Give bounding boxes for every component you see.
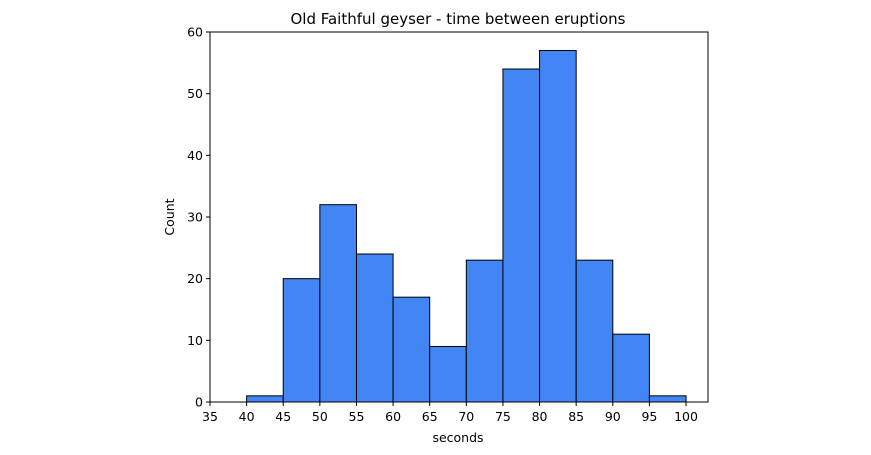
x-tick-label: 90 [605,409,621,424]
x-tick-label: 45 [275,409,291,424]
x-axis-label: seconds [432,430,483,445]
x-tick-label: 100 [674,409,698,424]
y-axis-label: Count [162,198,177,235]
histogram-bar [392,296,431,403]
y-tick-label: 10 [187,333,203,348]
y-tick-label: 20 [187,271,203,286]
histogram-bar [429,346,467,403]
x-tick-label: 85 [568,409,584,424]
histogram-bar [539,50,577,403]
histogram-bar [246,395,284,403]
axes-group: 35 40 45 50 55 60 65 70 75 80 85 90 95 100 0 10 20 30 40 50… [187,25,698,425]
x-tick-label: 65 [422,409,438,424]
histogram-bar [502,68,541,403]
x-tick-label: 60 [385,409,401,424]
x-tick-label: 75 [495,409,511,424]
y-tick-label: 0 [195,395,203,410]
x-tick-label: 80 [532,409,548,424]
x-tick-label: 50 [312,409,328,424]
histogram-bar [319,204,357,403]
y-tick-label: 30 [187,210,203,225]
chart-title: Old Faithful geyser - time between erupt… [290,10,625,28]
histogram-bar [355,253,394,403]
bars-group [246,50,687,403]
histogram-bar [282,278,321,403]
histogram-bar [465,259,504,403]
histogram-bar [575,259,614,403]
y-tick-label: 50 [187,86,203,101]
x-tick-label: 70 [458,409,474,424]
y-tick-label: 40 [187,148,203,163]
histogram-bar [648,395,687,403]
histogram-bar [612,333,650,403]
plot-frame [209,31,709,403]
y-tick-label: 60 [187,25,203,40]
x-tick-label: 35 [202,409,218,424]
x-tick-label: 55 [349,409,365,424]
x-tick-label: 40 [239,409,255,424]
x-tick-label: 95 [641,409,657,424]
